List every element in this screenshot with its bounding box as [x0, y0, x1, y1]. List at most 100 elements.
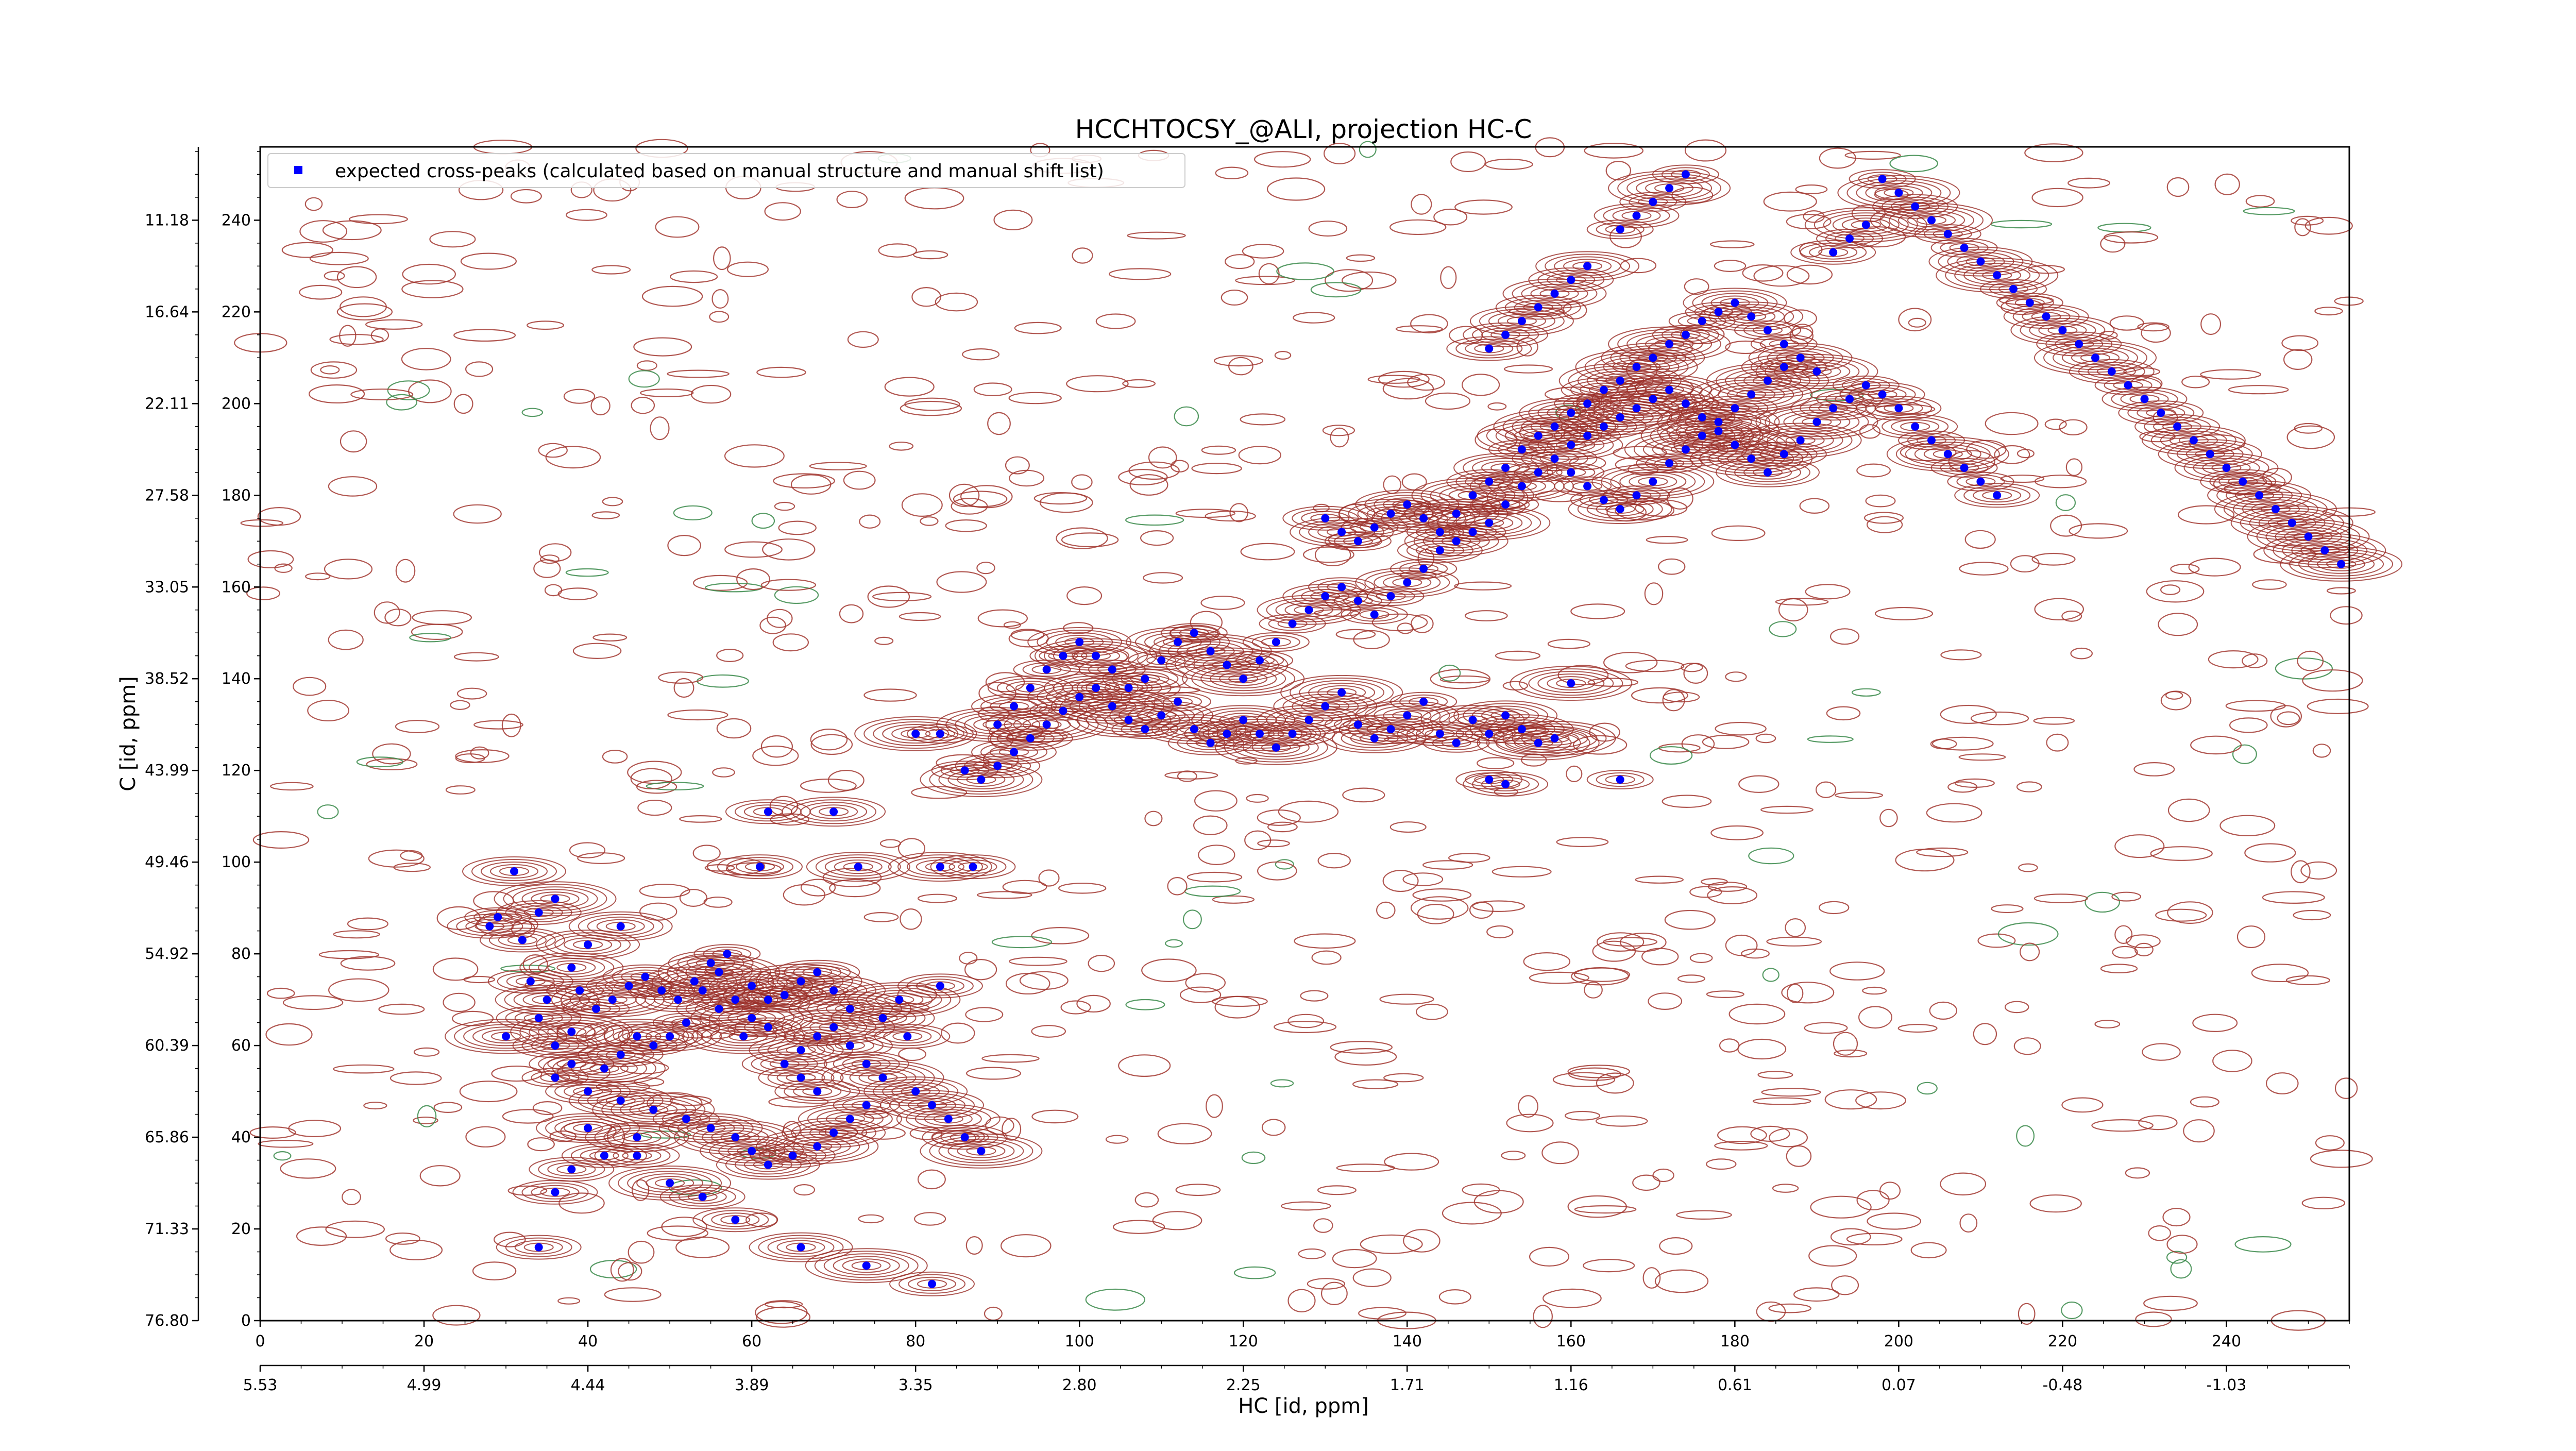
noise-contour — [324, 559, 373, 580]
noise-contour — [348, 214, 408, 225]
noise-contour — [491, 1066, 543, 1082]
noise-contour — [620, 1061, 669, 1074]
noise-contour — [1108, 268, 1172, 280]
cross-peak-point — [796, 1243, 805, 1252]
noise-contour — [1384, 1153, 1439, 1171]
noise-contour — [917, 893, 957, 903]
peak-contour — [1865, 398, 1933, 418]
noise-contour — [1991, 904, 2024, 914]
noise-contour — [1879, 1182, 1901, 1200]
peak-contour — [1661, 167, 1710, 182]
noise-contour — [2018, 1303, 2036, 1325]
peak-contour — [1182, 661, 1305, 697]
peak-contour — [538, 957, 605, 977]
cross-peak-point — [1632, 404, 1641, 413]
noise-contour — [2302, 669, 2363, 692]
noise-contour — [1233, 1266, 1276, 1279]
noise-contour — [1307, 1278, 1345, 1290]
noise-contour — [1066, 586, 1103, 605]
cross-peak-point — [698, 1192, 707, 1201]
peak-contour — [1767, 430, 1834, 450]
y-ppm-tick-label: 76.80 — [145, 1312, 189, 1330]
peak-contour — [636, 1173, 704, 1193]
peak-contour — [936, 707, 1059, 743]
noise-contour — [2285, 975, 2330, 986]
peak-contour — [891, 1084, 940, 1099]
x2-tick-label: 1.16 — [1554, 1376, 1588, 1394]
peak-contour — [809, 1125, 858, 1140]
cross-peak-point — [796, 977, 805, 986]
cross-peak-point — [1321, 702, 1330, 711]
peak-contour — [905, 1106, 991, 1132]
peak-contour — [1907, 213, 1956, 228]
noise-contour — [1689, 886, 1722, 898]
peak-contour — [456, 916, 523, 936]
noise-contour — [1879, 808, 1898, 828]
noise-contour — [633, 337, 692, 357]
cross-peak-point — [1485, 344, 1494, 353]
peak-contour — [1465, 341, 1514, 356]
peak-contour — [800, 1017, 868, 1037]
peak-contour — [1486, 728, 1590, 758]
noise-contour — [667, 369, 730, 378]
y-tick-label: 200 — [222, 395, 251, 413]
peak-contour — [1629, 350, 1677, 365]
noise-contour — [1807, 735, 1854, 743]
peak-contour — [957, 1143, 1006, 1158]
noise-contour — [2160, 690, 2192, 711]
noise-contour — [1320, 1281, 1348, 1305]
y-ppm-tick-label: 16.64 — [145, 303, 189, 321]
cross-peak-point — [1272, 743, 1280, 752]
peak-contour — [1530, 731, 1579, 746]
peak-contour — [2280, 546, 2403, 582]
peak-contour — [547, 1024, 596, 1039]
peak-contour — [1954, 483, 2040, 508]
noise-contour — [1541, 1141, 1579, 1165]
peak-contour — [587, 916, 654, 936]
noise-contour — [2177, 505, 2235, 525]
noise-contour — [1433, 208, 1468, 226]
cross-peak-point — [657, 986, 666, 995]
noise-contour — [366, 758, 418, 770]
cross-peak-point — [780, 991, 789, 1000]
noise-contour — [1706, 1158, 1737, 1170]
peak-contour — [2251, 502, 2300, 516]
peak-contour — [1301, 699, 1350, 714]
peak-contour — [825, 1111, 874, 1126]
noise-contour — [1379, 993, 1434, 1005]
peak-contour — [823, 1051, 909, 1076]
noise-contour — [1215, 166, 1249, 179]
peak-contour — [1422, 531, 1490, 551]
peak-contour — [924, 1111, 973, 1126]
noise-contour — [1833, 1032, 1858, 1056]
cross-peak-point — [829, 1128, 838, 1137]
noise-contour — [1487, 402, 1507, 411]
cross-peak-point — [1353, 596, 1362, 605]
noise-contour — [2315, 1135, 2345, 1151]
peak-contour — [711, 1130, 760, 1145]
peak-contour — [1940, 460, 1989, 475]
noise-contour — [328, 978, 389, 1002]
peak-contour — [2263, 533, 2386, 568]
cross-peak-point — [748, 982, 756, 990]
noise-contour — [1411, 194, 1432, 215]
peak-contour — [1804, 207, 1927, 243]
peak-contour — [488, 930, 556, 950]
noise-contour — [1738, 775, 1780, 793]
noise-contour — [628, 370, 660, 388]
cross-peak-point — [1157, 656, 1166, 665]
peak-contour — [1519, 668, 1623, 699]
noise-contour — [1584, 981, 1603, 999]
peak-contour — [711, 1212, 760, 1227]
noise-contour — [2330, 606, 2363, 625]
legend-marker — [294, 166, 302, 174]
peak-contour — [1341, 604, 1408, 625]
noise-contour — [533, 559, 561, 578]
peak-contour — [875, 992, 924, 1007]
peak-contour — [1765, 407, 1869, 437]
cross-peak-point — [1681, 330, 1690, 339]
noise-contour — [1076, 994, 1111, 1013]
x-tick-label: 140 — [1393, 1332, 1422, 1351]
noise-contour — [1240, 543, 1295, 561]
noise-contour — [409, 633, 451, 643]
